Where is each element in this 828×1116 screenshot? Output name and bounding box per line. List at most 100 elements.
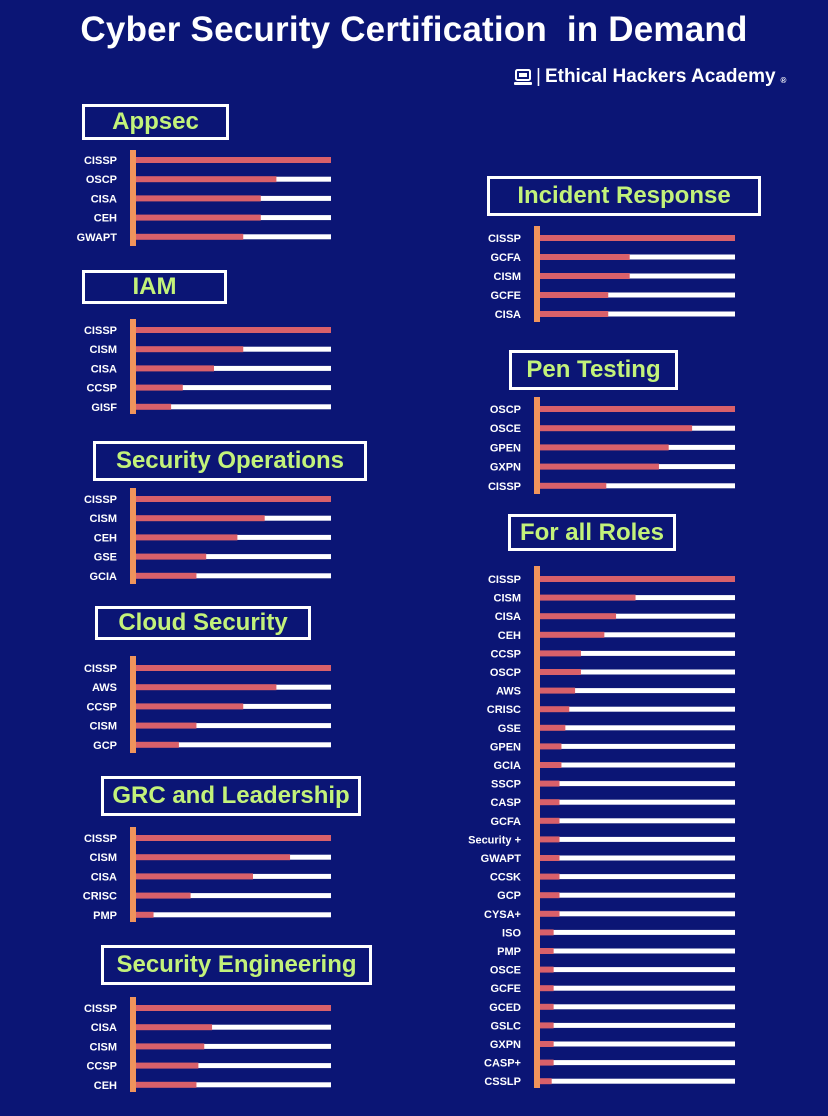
tick-label-csslp: CSSLP: [484, 1076, 521, 1088]
bar-ccsp: [540, 650, 581, 657]
bar-oscp: [540, 406, 735, 412]
tick-label-cism: CISM: [90, 852, 118, 864]
tick-label-gcp: GCP: [497, 890, 521, 902]
bar-iso: [540, 929, 554, 936]
tick-label-oscp: OSCP: [490, 667, 521, 679]
bar-cissp: [540, 235, 735, 241]
bar-casp: [540, 1059, 554, 1066]
tick-label-osce: OSCE: [490, 965, 521, 977]
chart-title-text: Security Operations: [115, 447, 345, 474]
tick-label-gse: GSE: [94, 552, 117, 564]
bar-cisa: [136, 1024, 213, 1031]
bar-cism: [136, 854, 291, 861]
tick-label-gcfe: GCFE: [490, 290, 521, 302]
bar-cisa: [136, 365, 214, 372]
brand: | Ethical Hackers Academy ®: [514, 66, 786, 88]
y-axis: [130, 488, 136, 584]
bar-track: [136, 1043, 331, 1049]
tick-label-casp: CASP: [490, 797, 521, 809]
bar-track: [136, 404, 331, 410]
bar-ceh: [136, 214, 261, 221]
bar-gse: [136, 553, 207, 560]
tick-label-cisa: CISA: [91, 193, 117, 205]
bar-aws: [540, 687, 576, 694]
tick-label-ccsp: CCSP: [86, 1061, 117, 1073]
bar-track: [136, 893, 331, 899]
bar-cissp: [136, 327, 331, 333]
tick-label-cissp: CISSP: [488, 233, 521, 245]
bar-track: [136, 195, 331, 201]
bar-track: [540, 576, 735, 582]
tick-label-gwapt: GWAPT: [77, 232, 118, 244]
bar-track: [136, 385, 331, 391]
bar-casp: [540, 799, 560, 806]
laptop-icon: [514, 69, 532, 85]
tick-label-ceh: CEH: [94, 213, 117, 225]
chart-title-security-operations: Security Operations: [93, 441, 367, 481]
tick-label-cism: CISM: [90, 513, 118, 525]
bar-gxpn: [540, 1041, 554, 1047]
tick-label-security: Security +: [468, 834, 521, 846]
bar-track: [540, 292, 735, 298]
chart-title-text: GRC and Leadership: [112, 782, 350, 809]
bar-track: [136, 1063, 331, 1069]
bar-cissp: [540, 482, 607, 489]
bar-cissp: [136, 1005, 331, 1011]
bar-track: [540, 1022, 735, 1028]
bar-track: [540, 911, 735, 917]
bar-track: [136, 873, 331, 879]
tick-label-gpen: GPEN: [490, 442, 521, 454]
tick-label-cism: CISM: [90, 721, 118, 733]
bar-track: [540, 613, 735, 619]
tick-label-ccsp: CCSP: [86, 701, 117, 713]
bar-cissp: [136, 496, 331, 502]
bar-track: [136, 234, 331, 240]
tick-label-cissp: CISSP: [84, 494, 117, 506]
tick-label-ccsk: CCSK: [490, 872, 521, 884]
bar-gced: [540, 1003, 554, 1010]
y-axis: [130, 827, 136, 922]
bar-track: [540, 929, 735, 935]
bar-track: [540, 650, 735, 656]
bar-gcfa: [540, 254, 630, 260]
tick-label-ceh: CEH: [94, 532, 117, 544]
bar-track: [136, 703, 331, 709]
tick-label-cissp: CISSP: [84, 1003, 117, 1015]
bar-ceh: [540, 631, 605, 638]
tick-label-cisa: CISA: [91, 363, 117, 375]
bar-track: [540, 706, 735, 712]
chart-title-text: Incident Response: [517, 182, 731, 209]
tick-label-crisc: CRISC: [83, 891, 117, 903]
tick-label-aws: AWS: [92, 682, 117, 694]
tick-label-gcia: GCIA: [494, 760, 522, 772]
bar-cissp: [540, 576, 735, 582]
bar-track: [540, 799, 735, 805]
bar-cisa: [136, 195, 261, 202]
bar-track: [540, 1060, 735, 1066]
bar-cisa: [136, 873, 253, 880]
bar-ccsk: [540, 873, 560, 880]
bar-track: [136, 157, 331, 163]
bar-track: [540, 762, 735, 768]
tick-label-cissp: CISSP: [488, 574, 521, 586]
tick-label-cisa: CISA: [91, 1022, 117, 1034]
tick-label-cism: CISM: [90, 1041, 118, 1053]
bar-track: [136, 1082, 331, 1088]
bar-track: [540, 464, 735, 470]
tick-label-gisf: GISF: [91, 402, 117, 414]
bar-track: [540, 743, 735, 749]
bar-track: [540, 669, 735, 675]
bar-track: [540, 948, 735, 954]
bar-track: [540, 836, 735, 842]
y-axis: [534, 566, 540, 1088]
tick-label-casp: CASP+: [484, 1058, 521, 1070]
bar-track: [540, 273, 735, 279]
tick-label-cisa: CISA: [495, 309, 521, 321]
bar-track: [136, 665, 331, 671]
bar-gpen: [540, 743, 562, 750]
bar-cysa: [540, 910, 560, 917]
tick-label-ceh: CEH: [94, 1080, 117, 1092]
bar-crisc: [540, 706, 570, 713]
bar-gse: [540, 724, 566, 731]
bar-track: [136, 554, 331, 560]
